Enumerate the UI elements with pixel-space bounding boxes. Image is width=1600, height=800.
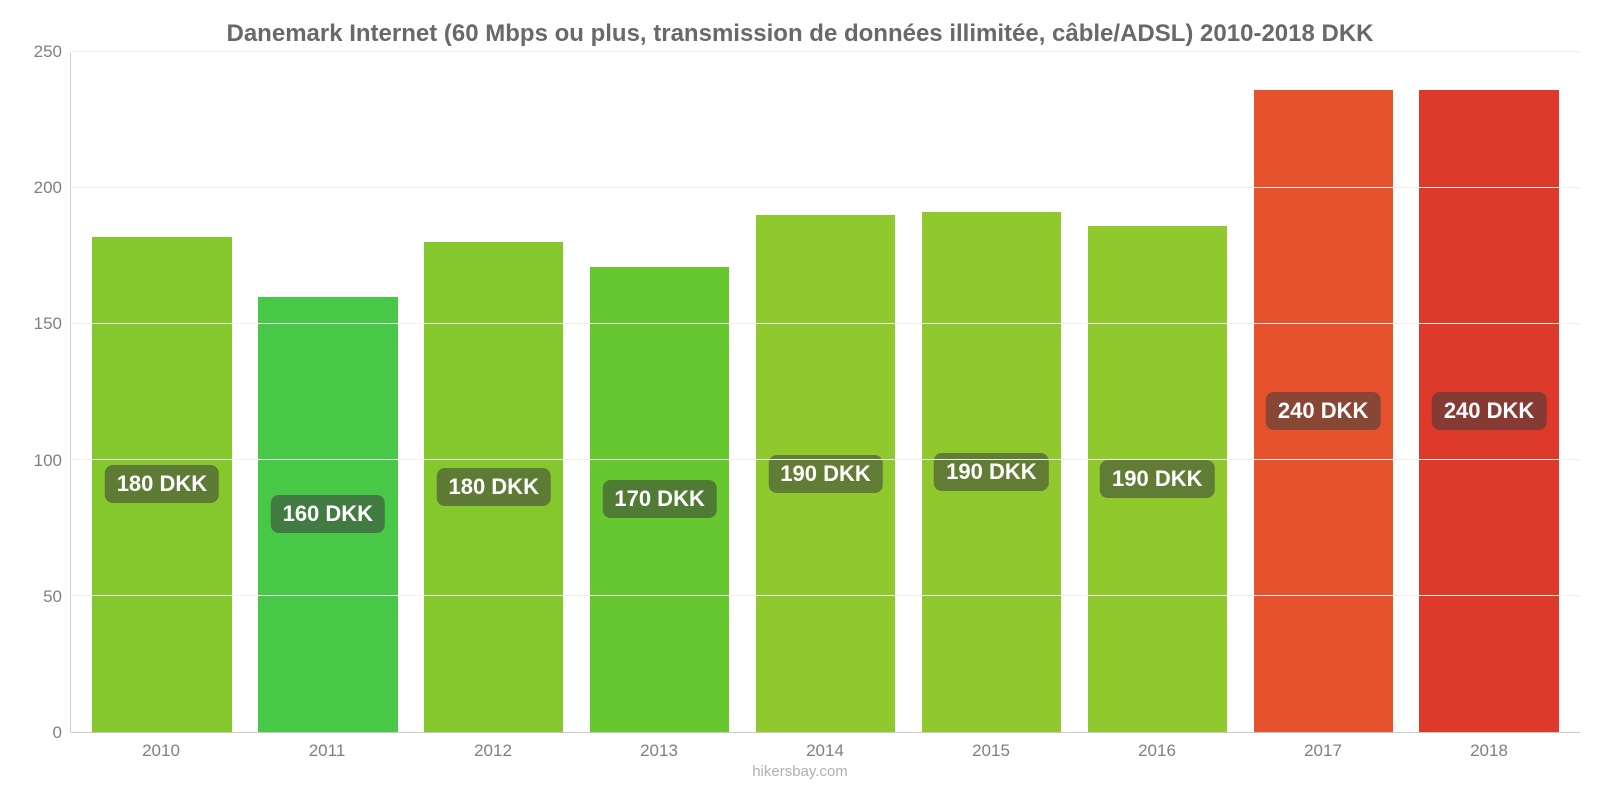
bar: 160 DKK (258, 297, 397, 732)
bar-value-label: 170 DKK (602, 480, 716, 518)
bar: 190 DKK (1088, 226, 1227, 732)
gridline (71, 187, 1580, 188)
bar-value-label: 190 DKK (1100, 460, 1214, 498)
bar-value-label: 190 DKK (768, 455, 882, 493)
x-axis: 201020112012201320142015201620172018 (70, 733, 1580, 761)
bar-slot: 190 DKK (1074, 52, 1240, 732)
bar: 180 DKK (92, 237, 231, 732)
y-tick-label: 200 (34, 178, 62, 198)
y-tick-label: 250 (34, 42, 62, 62)
gridline (71, 51, 1580, 52)
x-tick-label: 2017 (1240, 733, 1406, 761)
x-tick-label: 2011 (244, 733, 410, 761)
plot-area: 180 DKK 160 DKK 180 DKK 170 DKK 190 DKK 190 D… (70, 52, 1580, 733)
chart-source: hikersbay.com (20, 763, 1580, 780)
bar-slot: 180 DKK (411, 52, 577, 732)
bar-slot: 240 DKK (1406, 52, 1572, 732)
bar: 170 DKK (590, 267, 729, 732)
bar: 190 DKK (756, 215, 895, 732)
bar-slot: 240 DKK (1240, 52, 1406, 732)
bar-value-label: 160 DKK (271, 495, 385, 533)
gridline (71, 459, 1580, 460)
x-tick-label: 2014 (742, 733, 908, 761)
x-tick-label: 2018 (1406, 733, 1572, 761)
x-tick-label: 2016 (1074, 733, 1240, 761)
gridline (71, 323, 1580, 324)
bar-value-label: 240 DKK (1266, 392, 1380, 430)
y-tick-label: 100 (34, 451, 62, 471)
y-tick-label: 0 (53, 723, 62, 743)
x-tick-label: 2010 (78, 733, 244, 761)
bar-slot: 190 DKK (908, 52, 1074, 732)
bar: 190 DKK (922, 212, 1061, 732)
x-tick-label: 2015 (908, 733, 1074, 761)
bar-slot: 170 DKK (577, 52, 743, 732)
gridline (71, 595, 1580, 596)
bar-value-label: 180 DKK (436, 468, 550, 506)
x-tick-label: 2012 (410, 733, 576, 761)
bar: 180 DKK (424, 242, 563, 732)
bar-value-label: 180 DKK (105, 465, 219, 503)
bar-value-label: 240 DKK (1432, 392, 1546, 430)
bar-slot: 160 DKK (245, 52, 411, 732)
bar-chart: Danemark Internet (60 Mbps ou plus, tran… (20, 20, 1580, 780)
bar-slot: 180 DKK (79, 52, 245, 732)
y-tick-label: 150 (34, 314, 62, 334)
chart-title: Danemark Internet (60 Mbps ou plus, tran… (20, 20, 1580, 48)
plot-wrap: 050100150200250 180 DKK160 DKK180 DKK170… (20, 52, 1580, 733)
y-axis: 050100150200250 (20, 52, 70, 733)
bars-container: 180 DKK 160 DKK 180 DKK 170 DKK 190 DKK 190 D… (71, 52, 1580, 732)
bar-slot: 190 DKK (743, 52, 909, 732)
x-tick-label: 2013 (576, 733, 742, 761)
y-tick-label: 50 (43, 587, 62, 607)
